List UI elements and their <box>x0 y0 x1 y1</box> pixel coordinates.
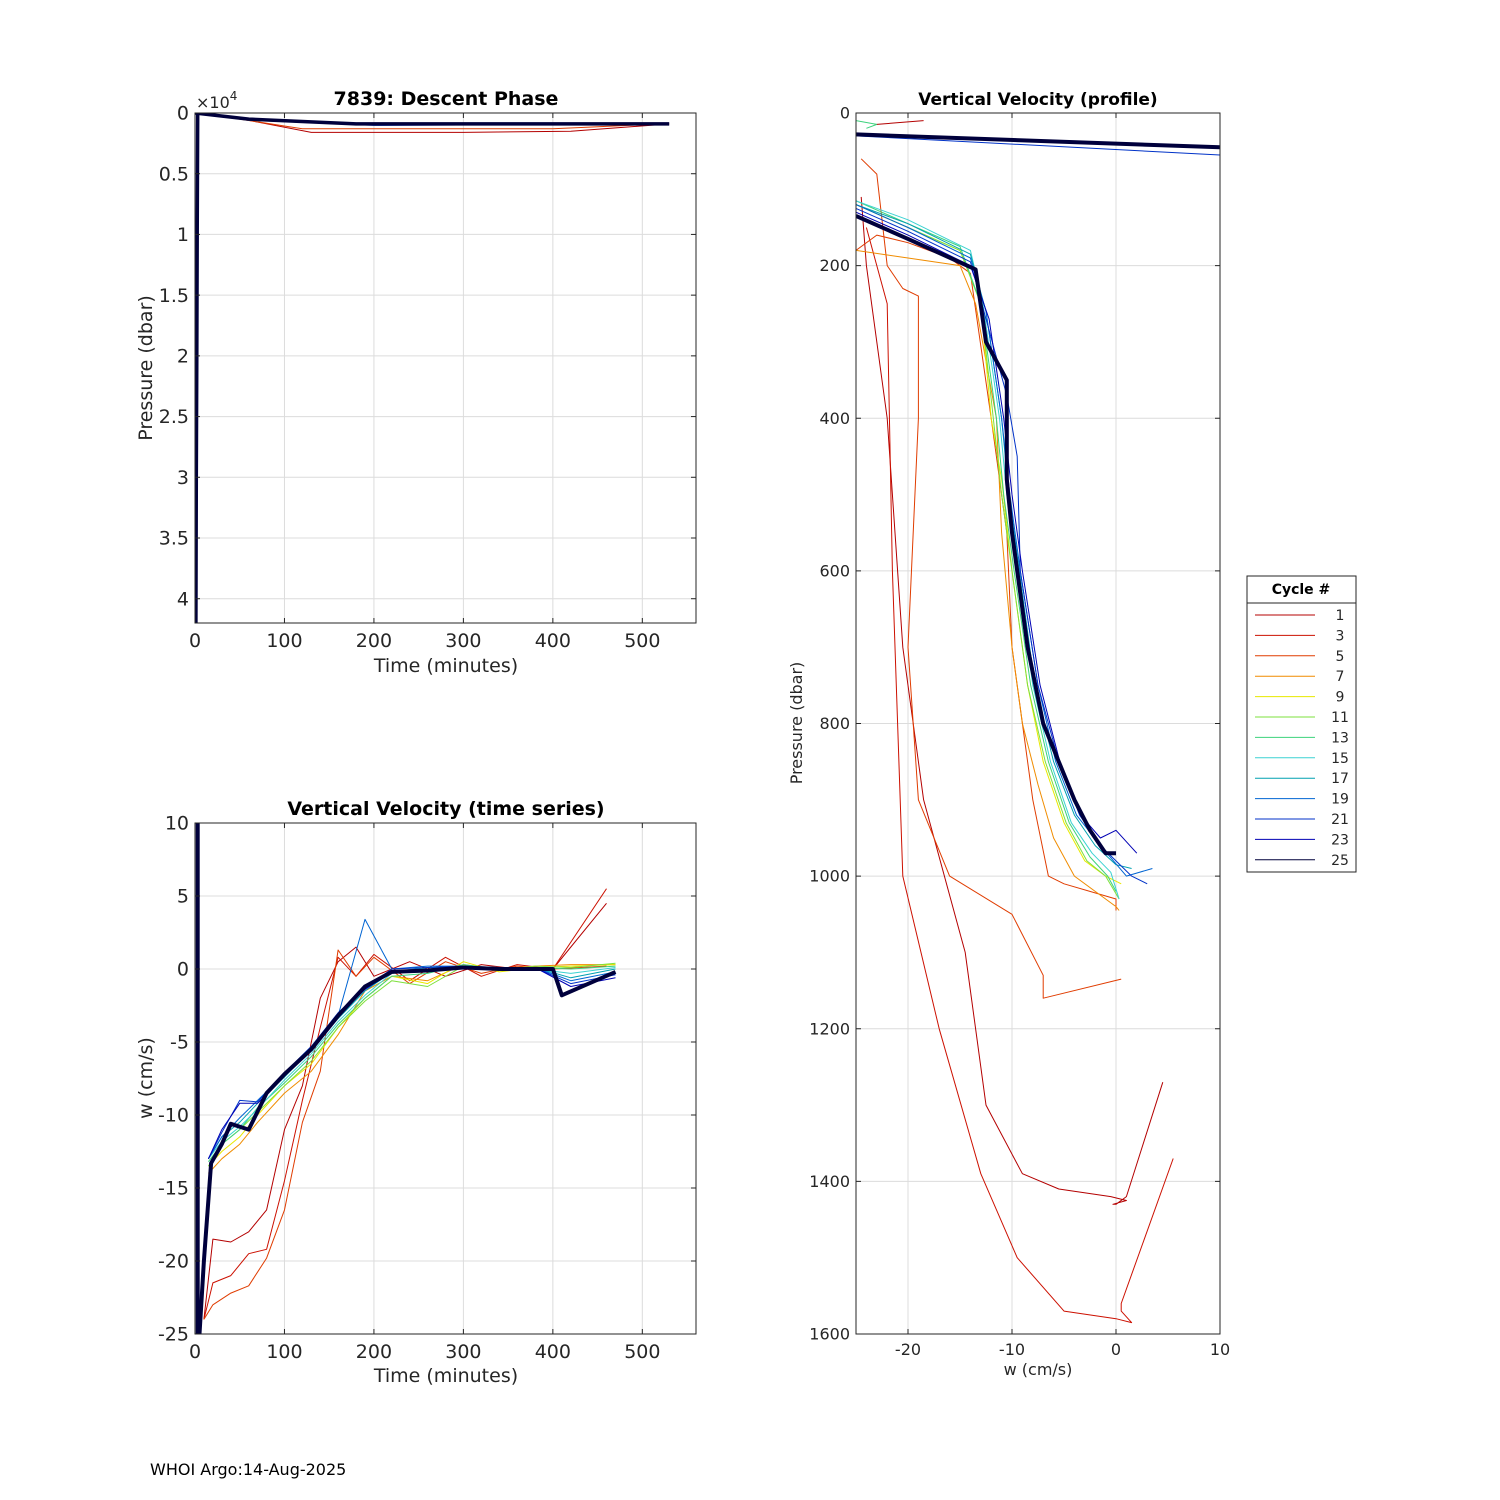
profile-xlabel: w (cm/s) <box>1004 1360 1073 1379</box>
y-tick-label: 1 <box>177 224 189 246</box>
x-tick-label: 100 <box>266 1341 302 1363</box>
y-tick-label: -20 <box>158 1251 189 1273</box>
y-tick-label: 400 <box>819 409 850 428</box>
y-tick-label: 2.5 <box>159 406 189 428</box>
legend-label: 11 <box>1331 710 1349 726</box>
legend-label: 25 <box>1331 853 1349 869</box>
legend-label: 15 <box>1331 751 1349 767</box>
footer-text: WHOI Argo:14-Aug-2025 <box>150 1460 347 1479</box>
y-tick-label: 1600 <box>809 1325 850 1344</box>
y-tick-label: 5 <box>177 886 189 908</box>
x-tick-label: 500 <box>624 630 660 652</box>
series-line-cycle-17 <box>856 204 1132 869</box>
series-line-cycle-25-vertical <box>195 113 200 623</box>
series-line-cycle-1 <box>860 196 1164 1205</box>
series-line-cycle-1 <box>203 902 607 1320</box>
y-tick-label: 10 <box>165 813 189 835</box>
series-line-cycle-3 <box>865 227 1174 1324</box>
y-tick-label: -10 <box>158 1105 189 1127</box>
y-tick-label: 1400 <box>809 1172 850 1191</box>
x-tick-label: 300 <box>445 630 481 652</box>
series-line-cycle-13 <box>856 200 1117 892</box>
series-line-cycle-25 <box>197 965 617 1334</box>
legend-label: 5 <box>1336 649 1345 665</box>
descent-panel: 0 100 200 300 400 500 0 0.5 1 1.5 2 2.5 3 3.5 4 7839: … <box>135 88 697 677</box>
descent-exponent: ×104 <box>196 89 237 112</box>
legend-label: 7 <box>1336 669 1345 685</box>
series-line-cycle-7 <box>856 249 1120 911</box>
y-tick-label: 0 <box>177 959 189 981</box>
legend-label: 9 <box>1336 690 1345 706</box>
x-tick-label: 200 <box>356 1341 392 1363</box>
profile-ylabel: Pressure (dbar) <box>787 662 806 785</box>
x-tick-label: 300 <box>445 1341 481 1363</box>
y-tick-label: 800 <box>819 714 850 733</box>
series-line-cycle-5 <box>860 158 1122 999</box>
y-tick-label: 600 <box>819 561 850 580</box>
timeseries-ticks: 0 100 200 300 400 500 10 5 0 -5 -10 -15 -20 -25 <box>158 813 696 1363</box>
profile-title: Vertical Velocity (profile) <box>918 90 1157 110</box>
legend-label: 3 <box>1336 628 1345 644</box>
y-tick-label: 0 <box>840 104 850 123</box>
descent-title: 7839: Descent Phase <box>334 88 559 110</box>
x-tick-label: -20 <box>895 1340 921 1359</box>
descent-grid <box>194 112 696 623</box>
timeseries-panel: 0 100 200 300 400 500 10 5 0 -5 -10 -15 -20 -25 Verti… <box>135 798 697 1387</box>
series-line-cycle-7a <box>856 234 1117 911</box>
y-tick-label: 1.5 <box>159 285 189 307</box>
series-line-cycle-25 <box>195 113 670 126</box>
series-line-cycle-3 <box>203 888 607 1320</box>
series-line-cycle-25-surface <box>856 132 1220 150</box>
series-line-cycle-5 <box>203 949 607 1320</box>
series-line-cycle-surface-blue <box>856 135 1220 156</box>
legend-label: 13 <box>1331 730 1349 746</box>
x-tick-label: 200 <box>356 630 392 652</box>
y-tick-label: 4 <box>177 588 189 610</box>
legend-label: 21 <box>1331 812 1349 828</box>
series-line-cycle-25 <box>856 214 1116 856</box>
timeseries-xlabel: Time (minutes) <box>373 1365 518 1387</box>
legend-label: 1 <box>1336 608 1345 624</box>
y-tick-label: 1000 <box>809 867 850 886</box>
x-tick-label: 0 <box>189 1341 201 1363</box>
descent-xlabel: Time (minutes) <box>373 655 518 677</box>
series-line-cycle-surface-red <box>876 120 924 125</box>
descent-ticks: 0 100 200 300 400 500 0 0.5 1 1.5 2 2.5 3 3.5 4 <box>159 103 696 652</box>
timeseries-ylabel: w (cm/s) <box>135 1037 157 1119</box>
y-tick-label: 1200 <box>809 1019 850 1038</box>
y-tick-label: -15 <box>158 1178 189 1200</box>
legend-label: 17 <box>1331 771 1349 787</box>
descent-ylabel: Pressure (dbar) <box>135 295 157 441</box>
y-tick-label: 2 <box>177 346 189 368</box>
legend-title: Cycle # <box>1272 582 1331 598</box>
x-tick-label: 0 <box>189 630 201 652</box>
x-tick-label: 100 <box>266 630 302 652</box>
x-tick-label: 10 <box>1210 1340 1230 1359</box>
series-line-cycle-11 <box>856 204 1120 900</box>
legend-label: 19 <box>1331 792 1349 808</box>
x-tick-label: 500 <box>624 1341 660 1363</box>
y-tick-label: 0 <box>177 103 189 125</box>
y-tick-label: 0.5 <box>159 163 189 185</box>
x-tick-label: 400 <box>535 630 571 652</box>
profile-series <box>856 120 1220 1324</box>
y-tick-label: 200 <box>819 256 850 275</box>
x-tick-label: 0 <box>1111 1340 1121 1359</box>
y-tick-label: 3 <box>177 467 189 489</box>
y-tick-label: 3.5 <box>159 528 189 550</box>
legend-label: 23 <box>1331 832 1349 848</box>
y-tick-label: -5 <box>170 1032 189 1054</box>
y-tick-label: -25 <box>158 1324 189 1346</box>
timeseries-title: Vertical Velocity (time series) <box>287 798 604 820</box>
x-tick-label: 400 <box>535 1341 571 1363</box>
x-tick-label: -10 <box>999 1340 1025 1359</box>
